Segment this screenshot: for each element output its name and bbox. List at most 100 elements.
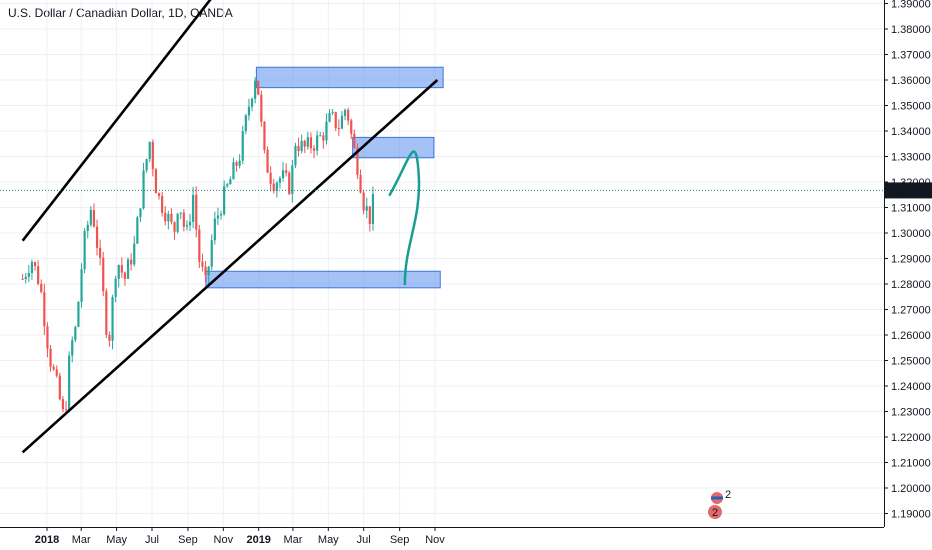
candle-body (37, 266, 40, 284)
y-tick-label: 1.36000 (891, 75, 931, 87)
candle-body (148, 142, 151, 160)
candle-body (61, 399, 65, 410)
candle-body (365, 206, 368, 211)
candle-body (340, 115, 344, 129)
candle-body (272, 183, 275, 191)
zone-rect (352, 136, 435, 159)
candle-body (68, 355, 71, 411)
y-tick-label: 1.24000 (891, 381, 931, 393)
candle-body (182, 212, 185, 227)
candle-body (337, 127, 340, 129)
y-tick-label: 1.28000 (891, 279, 931, 291)
candle-body (257, 80, 260, 95)
candle-body (347, 109, 350, 121)
y-tick-label: 1.22000 (891, 432, 931, 444)
candle-body (145, 159, 148, 171)
candle-body (303, 140, 306, 147)
candle-body (55, 369, 58, 376)
candle-body (353, 133, 356, 148)
candle-body (219, 214, 223, 216)
candle-body (334, 112, 337, 128)
x-tick-label: 2018 (35, 534, 59, 546)
candle-body (21, 278, 24, 280)
candle-body (108, 334, 111, 341)
x-tick-label: Nov (214, 534, 234, 546)
candle-body (83, 230, 86, 270)
candle-body (192, 194, 195, 222)
candle-body (223, 186, 226, 215)
candle-body (136, 217, 139, 244)
x-tick-label: Jul (145, 534, 159, 546)
candle-body (250, 98, 254, 107)
candle-body (371, 194, 375, 224)
candle-body (185, 225, 189, 227)
candle-body (343, 109, 347, 116)
y-tick-label: 1.33000 (891, 152, 931, 164)
x-tick-label: May (318, 534, 339, 546)
chart-title: U.S. Dollar / Canadian Dollar, 1D, OANDA (8, 6, 233, 20)
channel-upper-line (21, 0, 212, 242)
candle-body (170, 213, 173, 223)
candle-body (120, 265, 123, 273)
candle-body (157, 193, 161, 196)
candle-body (198, 229, 201, 262)
candle-body (86, 224, 89, 231)
candle-body (176, 213, 179, 232)
candle-body (362, 192, 365, 211)
candle-body (269, 172, 272, 184)
price-tag (885, 182, 932, 199)
candle-body (278, 178, 282, 183)
zone-rect (255, 66, 444, 89)
y-tick-label: 1.35000 (891, 101, 931, 113)
candle-body (322, 135, 325, 141)
candle-body (359, 174, 362, 193)
candle-body (80, 269, 83, 302)
candle-body (254, 80, 257, 99)
candle-body (49, 348, 52, 367)
candle-body (117, 265, 120, 279)
candle-body (294, 145, 297, 166)
candle-body (232, 162, 235, 180)
candle-body (204, 266, 207, 276)
candle-body (288, 172, 291, 194)
y-tick-label: 1.38000 (891, 24, 931, 36)
candle-body (210, 240, 213, 267)
candle-body (226, 184, 229, 187)
y-tick-label: 1.23000 (891, 407, 931, 419)
candle-body (229, 179, 232, 185)
candle-body (291, 165, 294, 194)
y-tick-label: 1.26000 (891, 330, 931, 342)
candle-body (102, 257, 105, 292)
candle-body (263, 121, 266, 150)
x-tick-label: Sep (390, 534, 410, 546)
candle-body (216, 215, 220, 219)
candle-body (111, 297, 114, 341)
candle-body (179, 212, 182, 214)
x-tick-label: Nov (425, 534, 445, 546)
candle-body (173, 222, 176, 232)
candle-body (71, 340, 74, 356)
tradingview-logo: 2 2 (708, 489, 731, 519)
candle-body (306, 137, 309, 147)
candle-body (92, 210, 96, 227)
logo-bottom-circle (708, 505, 722, 519)
y-tick-label: 1.29000 (891, 254, 931, 266)
candle-body (99, 247, 102, 258)
candle-body (133, 243, 136, 265)
candle-body (43, 292, 46, 327)
candle-body (260, 94, 263, 122)
candle-body (40, 283, 43, 293)
price-tag-label: 1.31670 (889, 185, 929, 197)
candle-body (24, 276, 27, 280)
candle-body (350, 120, 353, 134)
candle-body (275, 182, 278, 191)
y-tick-label: 1.37000 (891, 50, 931, 62)
candle-body (238, 160, 241, 166)
candles (21, 77, 375, 413)
candle-body (114, 278, 117, 298)
candle-body (77, 301, 80, 327)
candle-body (151, 142, 154, 170)
y-tick-label: 1.30000 (891, 228, 931, 240)
candle-body (213, 218, 216, 241)
